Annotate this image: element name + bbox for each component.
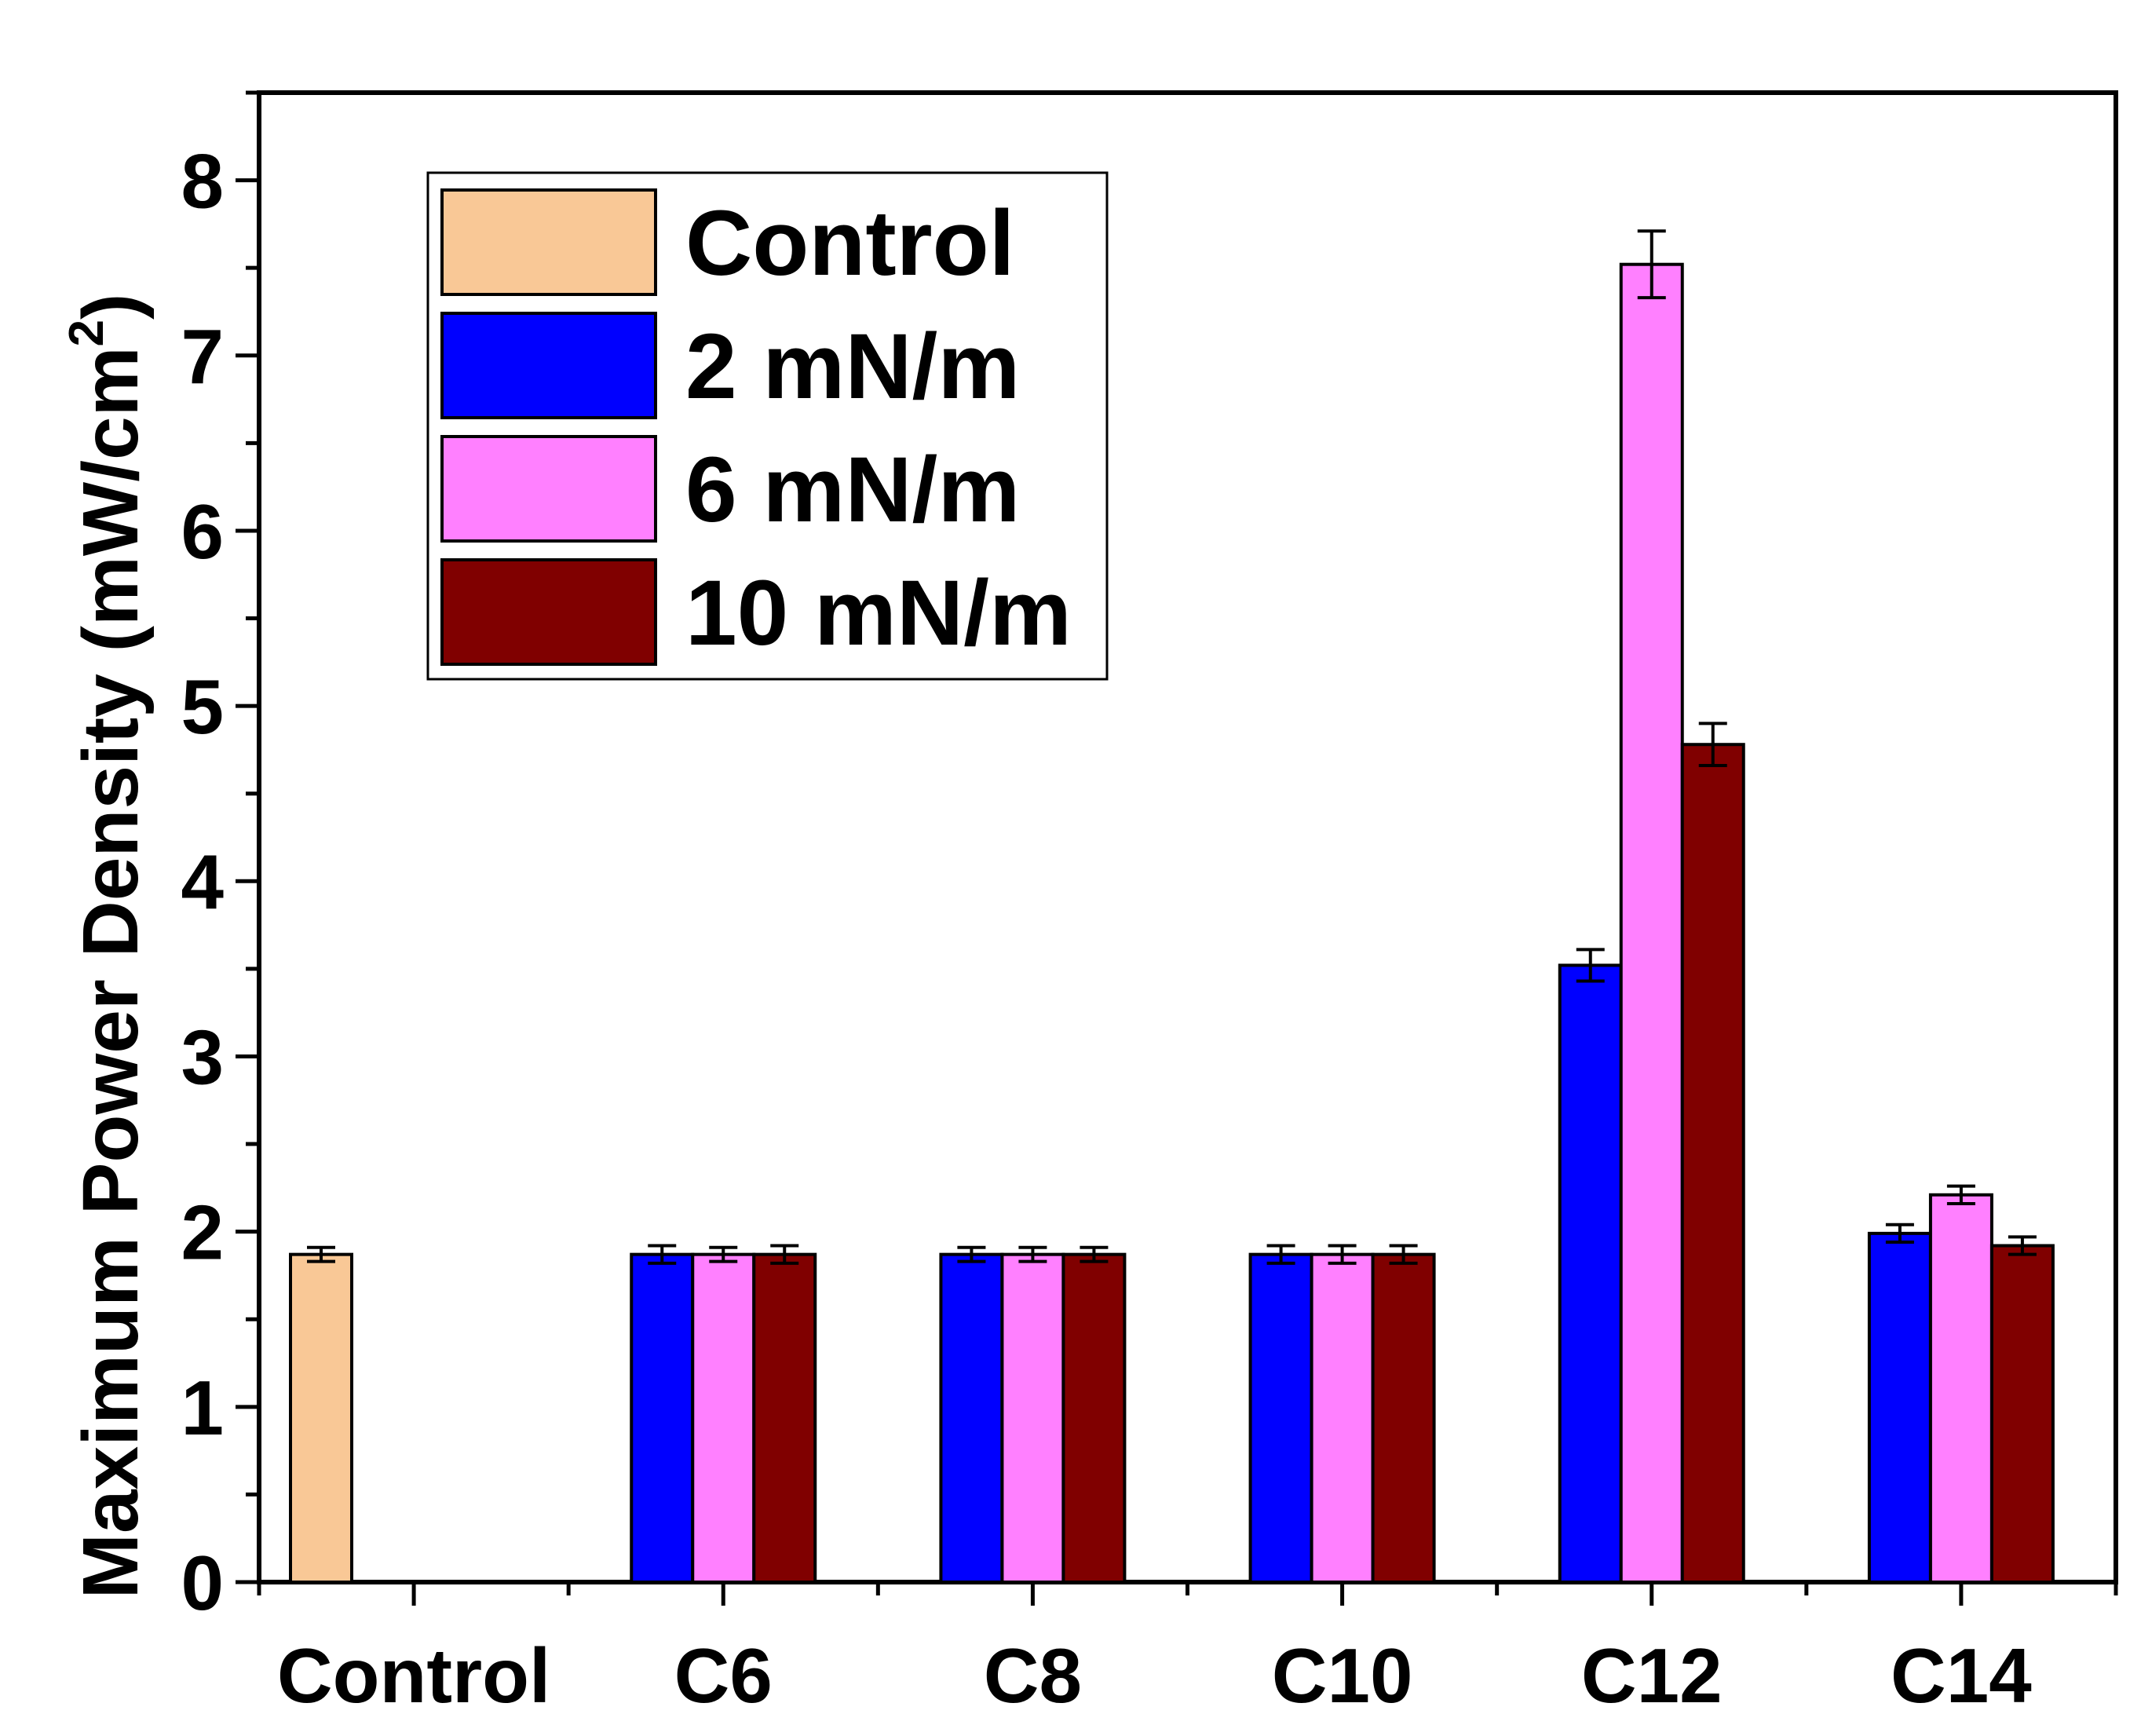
error-bar	[1576, 948, 1605, 983]
legend-label: Control	[685, 192, 1014, 295]
x-tick-label-c14: C14	[1891, 1632, 2032, 1719]
error-bar	[2008, 1235, 2037, 1256]
legend: Control 2 mN/m 6 mN/m 10 mN/m	[426, 171, 1109, 681]
y-axis-title-close: )	[67, 294, 155, 320]
x-tick-label-c6: C6	[674, 1632, 773, 1719]
x-tick-label-c12: C12	[1581, 1632, 1723, 1719]
bar-c8-10-mn-m	[1061, 1252, 1127, 1584]
y-tick-label: 4	[181, 839, 224, 925]
bar-c14-6-mn-m	[1928, 1193, 1993, 1584]
error-bars-layer	[307, 229, 2037, 1265]
error-bar	[709, 1245, 738, 1263]
bar-c10-2-mn-m	[1248, 1252, 1313, 1584]
error-bar	[307, 1245, 335, 1263]
error-bar	[1328, 1244, 1357, 1265]
bar-c10-6-mn-m	[1310, 1252, 1375, 1584]
bar-c12-6-mn-m	[1619, 262, 1684, 1584]
bar-c8-6-mn-m	[1000, 1252, 1065, 1584]
y-tick-label: 0	[181, 1540, 224, 1626]
x-tick-labels: Control C6 C8 C10 C12 C14	[277, 1632, 2032, 1719]
bar-c10-10-mn-m	[1371, 1252, 1436, 1584]
bar-control-control	[289, 1252, 353, 1584]
y-tick-label: 7	[181, 313, 224, 400]
axes-layer	[236, 90, 2118, 1606]
y-tick-labels: 0 1 2 3 4 5 6 7 8	[181, 138, 224, 1626]
error-bar	[1266, 1244, 1295, 1265]
y-tick-label: 6	[181, 488, 224, 575]
x-tick-label-c10: C10	[1272, 1632, 1413, 1719]
error-bar	[1080, 1245, 1109, 1263]
y-tick-label: 5	[181, 663, 224, 750]
bar-c14-2-mn-m	[1867, 1231, 1932, 1584]
legend-label: 6 mN/m	[685, 438, 1020, 542]
legend-swatch	[440, 435, 657, 543]
bar-c8-2-mn-m	[939, 1252, 1004, 1584]
error-bar	[1698, 722, 1727, 767]
legend-swatch	[440, 188, 657, 296]
y-axis-title-superscript: 2	[60, 320, 114, 346]
legend-swatch	[440, 312, 657, 419]
y-axis-title: Maximum Power Density (mW/cm2)	[60, 294, 155, 1599]
error-bar	[1946, 1184, 1975, 1205]
bars-layer	[289, 262, 2055, 1584]
bar-c6-2-mn-m	[630, 1252, 695, 1584]
y-tick-label: 3	[181, 1014, 224, 1100]
error-bar	[957, 1245, 986, 1263]
x-tick-label-c8: C8	[984, 1632, 1082, 1719]
error-bar	[1018, 1245, 1047, 1263]
legend-label: 2 mN/m	[685, 315, 1020, 418]
error-bar	[648, 1244, 677, 1265]
legend-label: 10 mN/m	[685, 561, 1072, 665]
bar-c12-2-mn-m	[1558, 963, 1623, 1584]
error-bar	[1885, 1223, 1914, 1244]
error-bar	[1389, 1244, 1418, 1265]
y-axis-title-main: Maximum Power Density (mW/cm	[67, 346, 155, 1599]
legend-swatch	[440, 558, 657, 666]
error-bar	[770, 1244, 799, 1265]
bar-c12-10-mn-m	[1680, 743, 1745, 1584]
x-tick-label-control: Control	[277, 1632, 550, 1719]
bar-c6-10-mn-m	[752, 1252, 817, 1584]
bar-c6-6-mn-m	[691, 1252, 756, 1584]
y-tick-label: 1	[181, 1365, 224, 1451]
bar-c14-10-mn-m	[1989, 1244, 2055, 1584]
y-tick-label: 2	[181, 1190, 224, 1276]
y-tick-label: 8	[181, 138, 224, 225]
error-bar	[1637, 229, 1666, 300]
